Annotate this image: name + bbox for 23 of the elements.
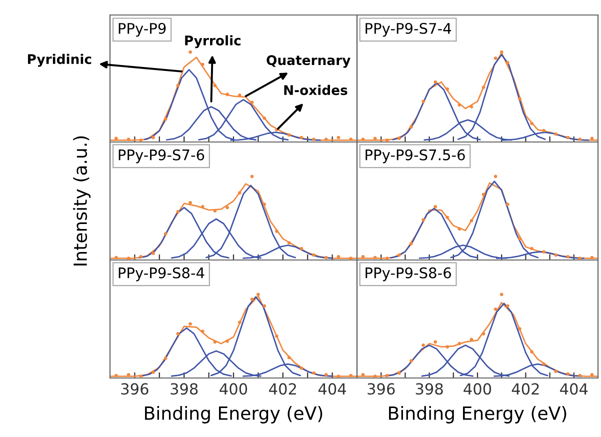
annotation: Quaternary [266, 55, 350, 68]
x-tick-label: 404 [318, 383, 346, 395]
x-tick-label: 400 [220, 383, 248, 395]
y-axis-title: Intensity (a.u.) [73, 136, 91, 266]
chart-title: PPy-P9 [118, 22, 166, 37]
x-axis-title: Binding Energy (eV) [389, 406, 566, 424]
chart-title: PPy-P9-S7.5-6 [366, 149, 465, 164]
x-tick-label: 404 [560, 383, 588, 395]
x-tick-label: 396 [368, 383, 395, 395]
x-tick-label: 396 [121, 383, 148, 395]
chart-title: PPy-P9-S7-4 [366, 22, 452, 37]
annotation: N-oxides [284, 84, 348, 96]
annotation: Pyrrolic [185, 35, 241, 48]
x-tick-label: 402 [512, 383, 539, 395]
chart-title: PPy-P9-S8-4 [118, 267, 204, 282]
chart-title: PPy-P9-S7-6 [118, 149, 204, 164]
x-tick-label: 398 [416, 383, 443, 395]
x-tick-label: 402 [269, 383, 296, 395]
annotation: Pyridinic [28, 54, 92, 67]
x-axis-title: Binding Energy (eV) [145, 406, 322, 424]
x-tick-label: 398 [170, 383, 198, 395]
x-tick-label: 400 [464, 383, 492, 395]
chart-title: PPy-P9-S8-6 [366, 267, 451, 282]
